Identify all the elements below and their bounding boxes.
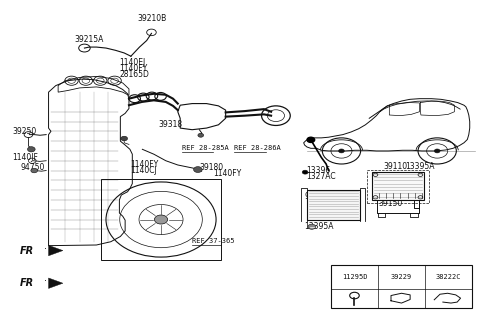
Text: 94750: 94750 [21,163,45,173]
Polygon shape [48,278,63,288]
Text: 39110: 39110 [384,162,408,171]
Text: 39150: 39150 [379,199,403,208]
Circle shape [121,136,128,141]
Text: FR: FR [20,246,34,256]
Text: 39210B: 39210B [137,14,167,23]
Text: 13395A: 13395A [405,162,434,171]
Text: 1140EJ: 1140EJ [120,58,145,67]
Circle shape [198,133,204,137]
Circle shape [308,224,316,229]
Text: 1140JF: 1140JF [12,153,38,162]
Text: 11295D: 11295D [342,274,367,280]
Bar [372,172,424,200]
Text: 39318: 39318 [158,120,183,129]
Text: 39229: 39229 [391,274,412,280]
Circle shape [31,168,37,173]
Text: 1140FY: 1140FY [213,169,241,178]
Text: 1140FY: 1140FY [130,160,158,169]
Text: 95440J: 95440J [305,192,331,201]
Circle shape [155,215,168,224]
Circle shape [193,167,202,173]
Text: 28165D: 28165D [120,70,149,79]
Text: 13396: 13396 [306,166,330,175]
Text: 13395A: 13395A [305,221,334,231]
Bar [331,265,472,308]
Text: 39250: 39250 [12,127,37,136]
Text: REF 28-285A: REF 28-285A [181,145,228,151]
Text: REF 37-365: REF 37-365 [192,238,235,244]
Circle shape [307,137,315,142]
Text: .: . [44,273,47,283]
Text: 1140CJ: 1140CJ [130,166,156,175]
Text: 38222C: 38222C [436,274,461,280]
Bar [101,179,221,260]
Circle shape [302,170,308,174]
Bar [367,170,429,203]
Bar [307,190,360,219]
Circle shape [338,149,344,153]
Text: .: . [44,240,47,251]
Text: 1140FY: 1140FY [120,64,148,73]
Text: 39215A: 39215A [75,35,104,44]
Text: 1327AC: 1327AC [306,172,336,181]
Circle shape [434,149,440,153]
Text: REF 28-286A: REF 28-286A [234,145,281,151]
Circle shape [27,147,35,152]
Text: FR: FR [20,278,34,288]
Text: 39180: 39180 [199,163,224,173]
Polygon shape [48,245,63,256]
